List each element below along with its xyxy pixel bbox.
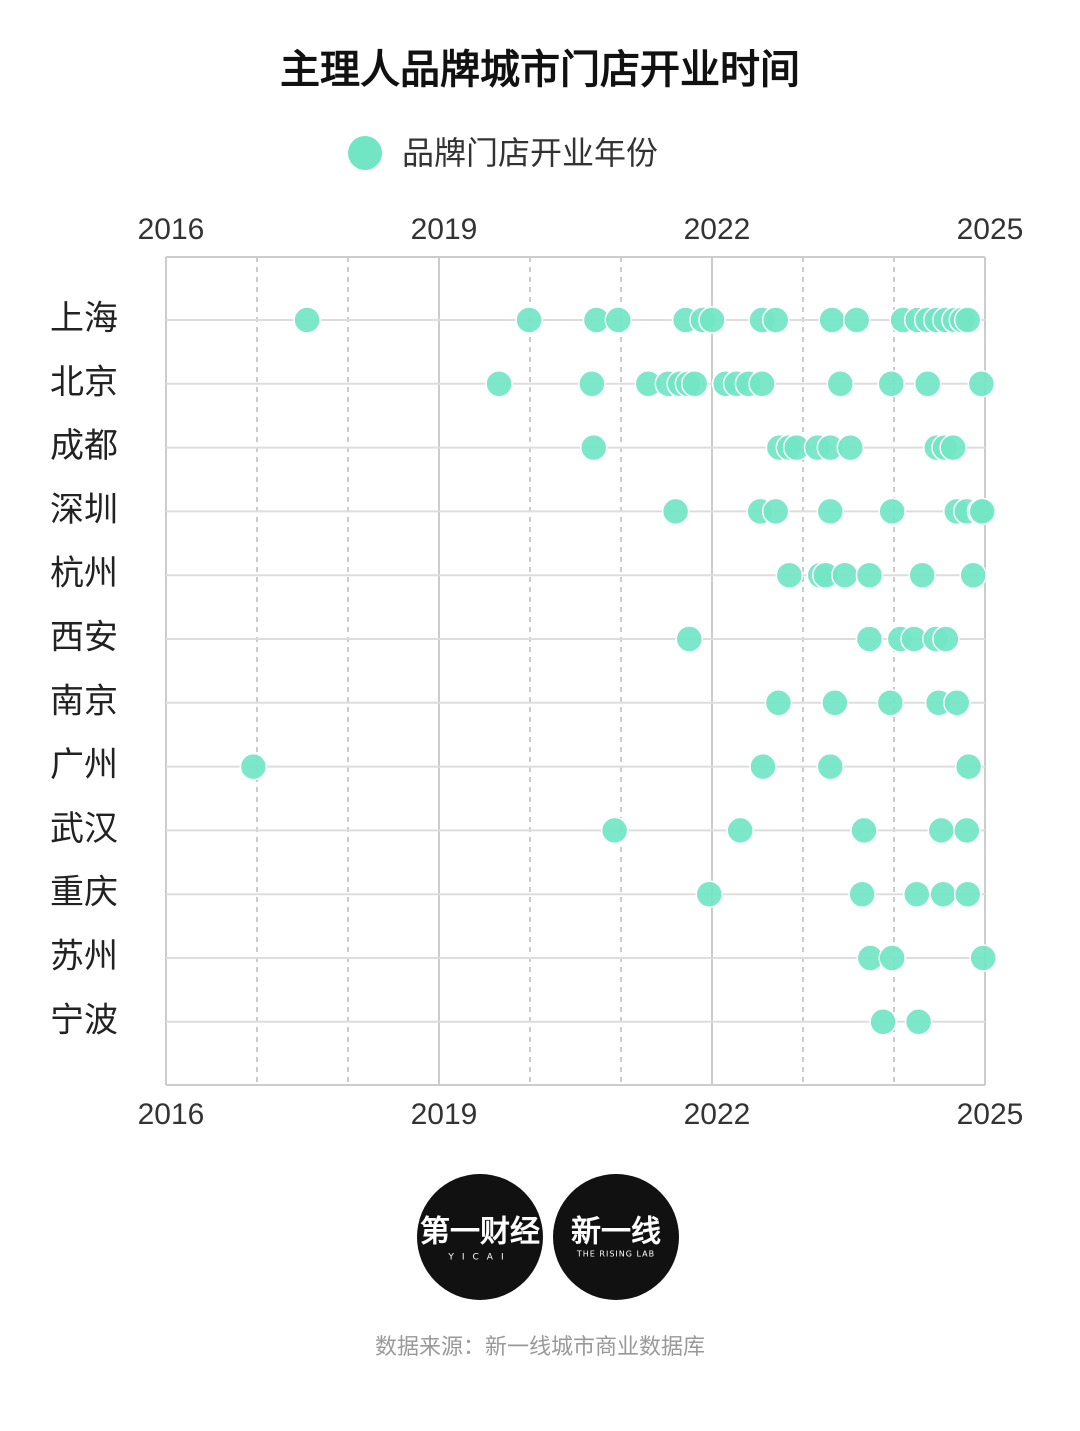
dot xyxy=(869,1008,897,1036)
dot xyxy=(908,561,936,589)
chart-title: 主理人品牌城市门店开业时间 xyxy=(280,47,800,93)
dot xyxy=(761,497,790,526)
dot xyxy=(761,306,790,334)
dot xyxy=(939,433,967,462)
dot xyxy=(929,880,957,908)
category-label: 南京 xyxy=(50,681,118,721)
dot xyxy=(675,625,703,653)
dot xyxy=(959,561,987,589)
dot xyxy=(831,561,859,589)
category-label: 成都 xyxy=(50,426,118,466)
category-label: 苏州 xyxy=(50,937,118,977)
dot xyxy=(695,880,724,908)
x-tick-label-top: 2019 xyxy=(411,213,478,246)
legend-label: 品牌门店开业年份 xyxy=(402,134,658,172)
dot xyxy=(515,306,543,334)
dot xyxy=(848,880,876,908)
dot xyxy=(876,689,905,717)
dot xyxy=(748,370,776,398)
dot xyxy=(855,625,884,653)
dot xyxy=(485,370,513,398)
dot xyxy=(775,561,804,589)
x-tick-label-bottom: 2022 xyxy=(684,1098,751,1131)
source-note: 数据来源：新一线城市商业数据库 xyxy=(375,1335,705,1360)
dot xyxy=(698,306,726,334)
logo-text: 新一线 xyxy=(571,1215,661,1250)
logo-subtext: YICAI xyxy=(447,1253,511,1263)
category-label: 杭州 xyxy=(50,554,118,594)
x-tick-label-bottom: 2019 xyxy=(411,1098,478,1131)
category-label: 深圳 xyxy=(50,490,118,530)
dot xyxy=(293,306,321,334)
dot xyxy=(818,306,846,334)
dot xyxy=(604,306,633,334)
category-label: 宁波 xyxy=(50,1000,118,1040)
dot xyxy=(953,880,982,908)
category-label: 北京 xyxy=(50,362,118,402)
dot xyxy=(878,944,906,972)
dot xyxy=(816,497,845,526)
dot xyxy=(842,306,871,334)
legend-marker xyxy=(348,136,382,170)
x-tick-label-top: 2022 xyxy=(684,213,751,246)
dot xyxy=(239,752,268,781)
dot xyxy=(726,816,754,845)
dot xyxy=(816,752,845,781)
dot xyxy=(878,497,906,526)
dot xyxy=(826,370,855,398)
category-label: 西安 xyxy=(50,618,118,658)
dot xyxy=(579,433,608,462)
dot xyxy=(953,306,982,334)
dot xyxy=(943,689,971,717)
dot xyxy=(877,370,906,398)
x-tick-label-top: 2016 xyxy=(138,213,205,246)
logo-text: 第一财经 xyxy=(420,1215,540,1250)
dot xyxy=(932,625,960,653)
x-tick-label-bottom: 2016 xyxy=(138,1098,205,1131)
category-label: 武汉 xyxy=(50,809,118,849)
dot xyxy=(954,752,983,781)
dot xyxy=(953,816,981,845)
dot xyxy=(850,816,878,845)
category-label: 广州 xyxy=(50,745,118,785)
x-tick-label-top: 2025 xyxy=(957,213,1024,246)
dot xyxy=(764,689,793,717)
logo-badge xyxy=(553,1174,679,1300)
x-tick-label-bottom: 2025 xyxy=(957,1098,1024,1131)
dot xyxy=(967,370,996,398)
dot xyxy=(661,497,690,526)
category-label: 上海 xyxy=(50,299,118,339)
logos: 第一财经 YICAI 新一线 THE RISING LAB xyxy=(417,1174,679,1300)
dot xyxy=(855,561,884,589)
dot xyxy=(680,370,709,398)
dot xyxy=(600,816,629,845)
logo-subtext: THE RISING LAB xyxy=(576,1250,655,1259)
dot xyxy=(913,370,942,398)
category-label: 重庆 xyxy=(50,873,118,913)
dot xyxy=(749,752,777,781)
dot xyxy=(968,497,997,526)
dot xyxy=(578,370,606,398)
dot xyxy=(903,880,931,908)
dot xyxy=(821,689,849,717)
logo-badge xyxy=(417,1174,543,1300)
dot xyxy=(927,816,956,845)
dot xyxy=(836,433,865,462)
dot xyxy=(904,1008,933,1036)
dot xyxy=(969,944,997,972)
